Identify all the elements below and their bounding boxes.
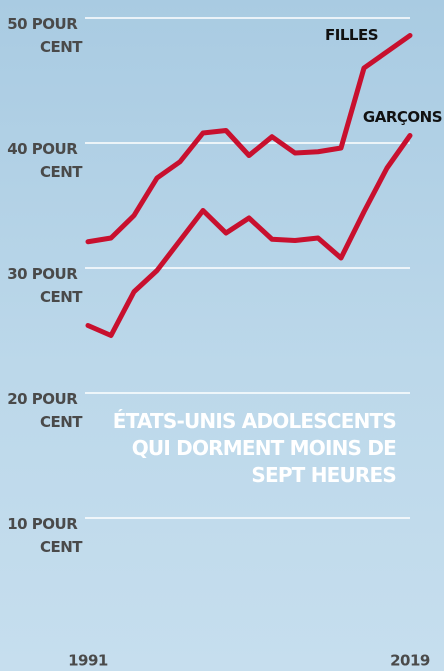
y-tick-label: 20 POUR CENT — [7, 390, 83, 431]
y-tick-label: 50 POUR CENT — [7, 15, 83, 56]
y-tick-label: 30 POUR CENT — [7, 265, 83, 306]
y-tick-label-line: 20 POUR — [7, 390, 82, 408]
y-tick-label-line: 30 POUR — [7, 265, 82, 283]
series-label: FILLES — [325, 26, 378, 44]
x-tick-label: 1991 — [68, 652, 108, 670]
y-tick-label-line: CENT — [40, 288, 83, 306]
y-tick-label-line: 40 POUR — [7, 140, 82, 158]
y-tick-label-line: CENT — [40, 38, 83, 56]
y-tick-label-line: CENT — [40, 538, 83, 556]
y-tick-label-line: 50 POUR — [7, 15, 82, 33]
series-line — [85, 133, 413, 338]
y-tick-label-line: CENT — [40, 163, 83, 181]
chart-title: ÉTATS-UNIS ADOLESCENTS QUI DORMENT MOINS… — [112, 409, 397, 487]
y-tick-label: 40 POUR CENT — [7, 140, 83, 181]
y-tick-label: 10 POUR CENT — [7, 515, 83, 556]
y-tick-label-line: 10 POUR — [7, 515, 82, 533]
series-label: GARÇONS — [363, 108, 442, 126]
series-line — [85, 33, 413, 245]
x-tick-label: 2019 — [390, 652, 430, 670]
y-tick-label-line: CENT — [40, 413, 83, 431]
